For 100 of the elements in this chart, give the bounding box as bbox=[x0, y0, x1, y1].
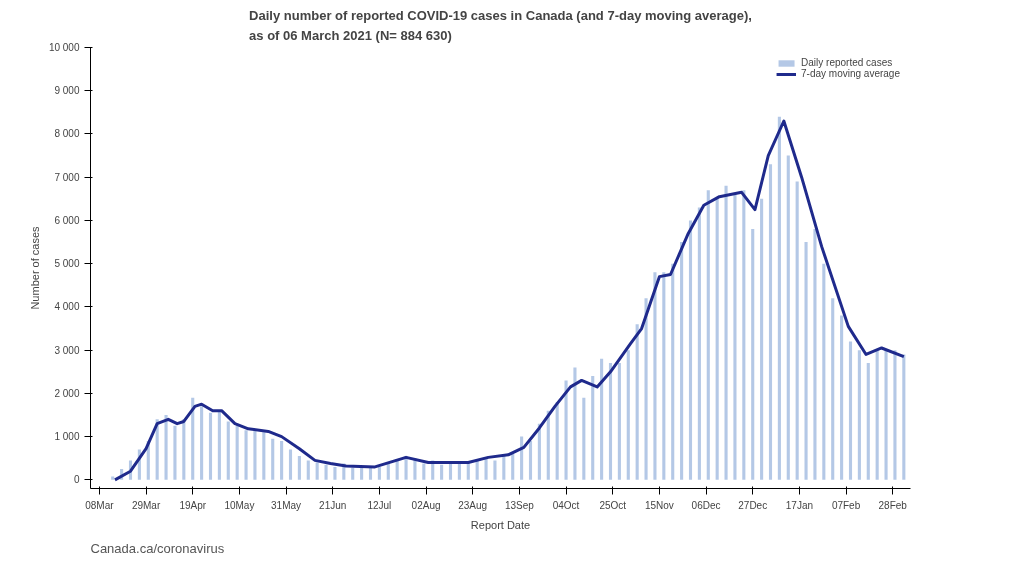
bar bbox=[733, 194, 737, 480]
bar bbox=[635, 324, 639, 480]
bar bbox=[724, 185, 728, 480]
bar bbox=[457, 463, 461, 480]
y-tick-label: 10 000 bbox=[48, 42, 80, 53]
bar bbox=[244, 430, 248, 480]
x-tick-label: 17Jan bbox=[785, 499, 814, 511]
x-tick-label: 19Apr bbox=[179, 499, 207, 511]
bar bbox=[653, 272, 657, 480]
bar bbox=[511, 453, 515, 480]
bar bbox=[831, 298, 835, 480]
y-tick-label: 0 bbox=[73, 474, 80, 486]
x-tick-label: 02Aug bbox=[411, 499, 441, 511]
x-tick-label: 21Jun bbox=[319, 499, 347, 511]
x-tick-label: 06Dec bbox=[691, 499, 721, 511]
bar bbox=[715, 198, 719, 480]
bar bbox=[288, 449, 293, 480]
line-series bbox=[113, 119, 906, 482]
bar bbox=[857, 350, 861, 480]
bar bbox=[893, 350, 897, 480]
x-tick-label: 29Mar bbox=[131, 499, 161, 511]
bar bbox=[493, 460, 497, 480]
bar bbox=[475, 460, 479, 480]
bar bbox=[351, 467, 355, 480]
bar bbox=[200, 406, 204, 480]
bar bbox=[902, 354, 906, 480]
bar bbox=[617, 363, 621, 480]
y-tick-label: 1 000 bbox=[54, 431, 80, 443]
bar bbox=[662, 272, 666, 480]
bar bbox=[688, 220, 693, 480]
bar bbox=[760, 198, 764, 480]
y-tick-label: 9 000 bbox=[54, 85, 80, 97]
bar bbox=[582, 397, 586, 480]
chart-title: Daily number of reported COVID-19 cases in Canada (and 7-day moving average), as of 06 March 2021 (N= 884 630) bbox=[249, 8, 752, 43]
bar bbox=[324, 464, 328, 480]
bar bbox=[795, 181, 799, 480]
bar bbox=[377, 466, 381, 480]
y-tick-label: 8 000 bbox=[54, 128, 80, 140]
bar bbox=[502, 456, 506, 480]
y-axis-title: Number of cases bbox=[28, 225, 41, 310]
x-tick-label: 07Feb bbox=[831, 499, 861, 511]
x-tick-label: 27Dec bbox=[738, 499, 768, 511]
bar bbox=[573, 367, 577, 480]
bar bbox=[280, 440, 284, 480]
bar bbox=[777, 116, 781, 480]
bar bbox=[555, 402, 559, 480]
bar bbox=[706, 190, 710, 480]
bar bbox=[564, 380, 568, 480]
legend-label: 7-day moving average bbox=[801, 68, 900, 79]
x-tick-label: 10May bbox=[224, 499, 255, 511]
x-tick-label: 04Oct bbox=[552, 499, 580, 511]
bar bbox=[875, 350, 879, 480]
bar bbox=[164, 415, 168, 480]
bar bbox=[697, 207, 701, 480]
bar bbox=[813, 229, 817, 480]
x-tick-label: 25Oct bbox=[599, 499, 627, 511]
bar bbox=[626, 350, 630, 480]
bar bbox=[644, 298, 648, 480]
bar bbox=[217, 410, 221, 480]
bar bbox=[226, 421, 230, 480]
bar bbox=[884, 350, 888, 480]
bar bbox=[804, 242, 808, 480]
bar bbox=[680, 242, 684, 480]
y-tick-label: 3 000 bbox=[54, 344, 80, 356]
bar bbox=[297, 456, 301, 480]
bar bbox=[422, 463, 426, 480]
bar bbox=[768, 164, 773, 480]
x-tick-label: 15Nov bbox=[644, 499, 674, 511]
legend-label: Daily reported cases bbox=[801, 57, 893, 68]
bar bbox=[848, 341, 853, 480]
bar bbox=[208, 412, 213, 480]
bar bbox=[591, 376, 595, 480]
x-tick-label: 12Jul bbox=[367, 499, 392, 511]
bar bbox=[742, 190, 746, 480]
bar bbox=[786, 155, 790, 480]
x-axis-title: Report Date bbox=[470, 518, 531, 531]
bar bbox=[528, 440, 533, 480]
x-tick-label: 28Feb bbox=[878, 499, 908, 511]
y-tick-label: 2 000 bbox=[54, 387, 80, 399]
bar bbox=[368, 467, 373, 480]
bar bbox=[608, 363, 613, 480]
bar bbox=[271, 438, 275, 480]
bar bbox=[253, 430, 257, 480]
bar bbox=[866, 363, 870, 480]
bar bbox=[751, 229, 755, 480]
bar bbox=[484, 458, 488, 480]
bar bbox=[822, 263, 826, 480]
x-tick-label: 13Sep bbox=[504, 499, 535, 511]
bar bbox=[306, 460, 310, 480]
y-tick-label: 5 000 bbox=[54, 258, 80, 270]
bar bbox=[235, 425, 239, 480]
bar bbox=[182, 419, 186, 480]
bar bbox=[333, 466, 337, 480]
x-tick-label: 23Aug bbox=[458, 499, 488, 511]
bar bbox=[600, 358, 604, 480]
bar bbox=[173, 425, 177, 480]
x-tick-label: 08Mar bbox=[85, 499, 115, 511]
y-tick-label: 6 000 bbox=[54, 214, 80, 226]
text: Canada.ca/coronavirus bbox=[90, 540, 225, 556]
bar bbox=[262, 432, 266, 480]
